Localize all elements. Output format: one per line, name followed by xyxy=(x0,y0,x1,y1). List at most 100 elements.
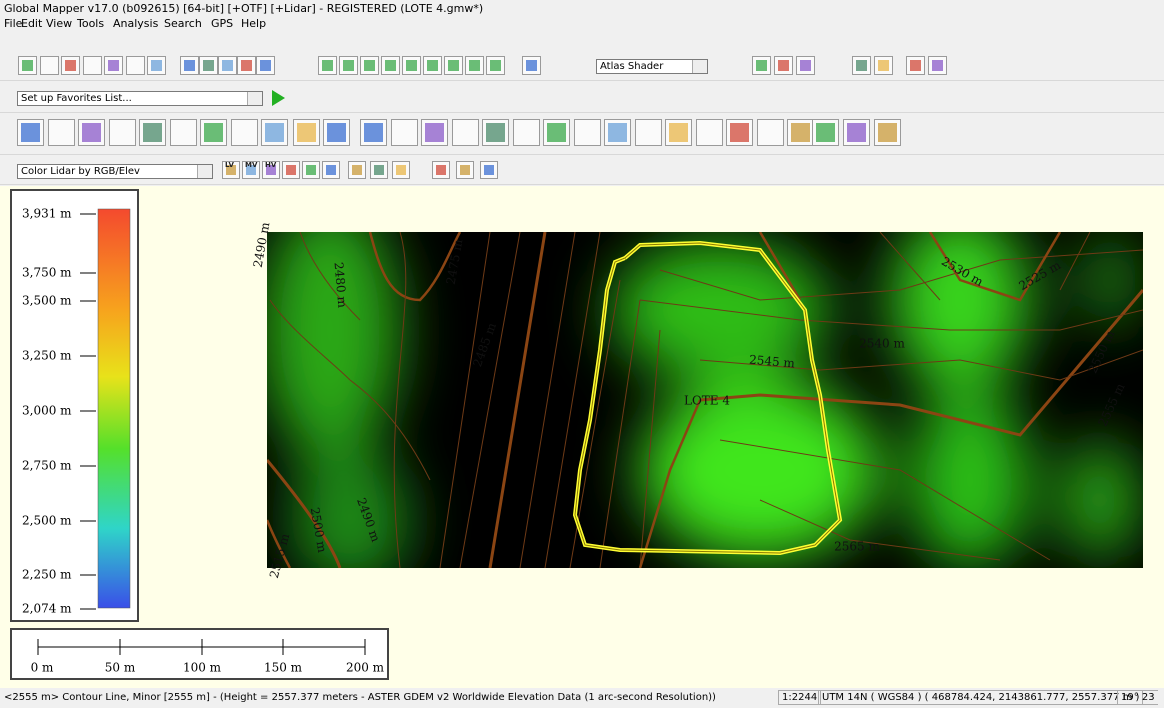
feature-label[interactable]: LOTE 4 xyxy=(684,394,730,408)
tool-button[interactable] xyxy=(262,161,280,179)
tool-button[interactable] xyxy=(125,56,145,75)
contour-line[interactable] xyxy=(267,459,342,568)
menu-item[interactable]: File xyxy=(4,17,23,30)
tool-button[interactable] xyxy=(604,119,631,146)
tool-button[interactable] xyxy=(843,119,870,146)
tool-button[interactable] xyxy=(17,119,44,146)
tool-button[interactable] xyxy=(218,56,237,75)
contour-line[interactable] xyxy=(267,519,292,568)
tool-button[interactable] xyxy=(665,119,692,146)
tool-button[interactable] xyxy=(432,161,450,179)
tool-button[interactable] xyxy=(18,56,37,75)
tool-button[interactable] xyxy=(360,56,379,75)
play-button[interactable] xyxy=(272,90,285,106)
tool-button[interactable] xyxy=(293,119,320,146)
tool-button[interactable] xyxy=(634,119,662,146)
tool-button[interactable] xyxy=(199,56,218,75)
menu-item[interactable]: Edit xyxy=(21,17,43,30)
tool-button[interactable] xyxy=(242,161,260,179)
contour-line[interactable] xyxy=(488,232,547,568)
tool-button[interactable] xyxy=(39,56,59,75)
tool-button[interactable] xyxy=(61,56,80,75)
tool-button[interactable] xyxy=(522,56,541,75)
tool-button[interactable] xyxy=(318,56,337,75)
contour-line[interactable] xyxy=(638,399,702,568)
tool-button[interactable] xyxy=(180,56,199,75)
tool-button[interactable] xyxy=(322,161,340,179)
tool-button[interactable] xyxy=(108,119,136,146)
contour-line[interactable] xyxy=(699,289,1143,437)
tool-button[interactable] xyxy=(256,56,275,75)
tool-button[interactable] xyxy=(480,161,498,179)
tool-button[interactable] xyxy=(752,56,771,75)
menu-item[interactable]: GPS xyxy=(211,17,234,30)
tool-button[interactable] xyxy=(465,56,484,75)
tool-button[interactable] xyxy=(390,119,418,146)
lidar-dropdown[interactable]: Color Lidar by RGB/Elev xyxy=(17,164,213,179)
contour-line[interactable] xyxy=(928,232,1062,302)
contour-line[interactable] xyxy=(1059,232,1091,291)
contour-line[interactable] xyxy=(758,232,802,301)
contour-line[interactable] xyxy=(368,232,462,302)
menu-item[interactable]: View xyxy=(46,17,73,30)
favorites-dropdown[interactable]: Set up Favorites List... xyxy=(17,91,263,106)
contour-line[interactable] xyxy=(639,329,661,568)
contour-line[interactable] xyxy=(719,439,1051,561)
tool-button[interactable] xyxy=(421,119,448,146)
tool-button[interactable] xyxy=(47,119,75,146)
tool-button[interactable] xyxy=(456,161,474,179)
tool-button[interactable] xyxy=(282,161,300,179)
tool-button[interactable] xyxy=(402,56,421,75)
contour-line[interactable] xyxy=(659,249,1143,301)
tool-button[interactable] xyxy=(222,161,240,179)
menu-item[interactable]: Search xyxy=(164,17,202,30)
contour-line[interactable] xyxy=(459,232,521,568)
tool-button[interactable] xyxy=(756,119,784,146)
contour-line[interactable] xyxy=(544,232,601,568)
tool-button[interactable] xyxy=(512,119,540,146)
tool-button[interactable] xyxy=(906,56,925,75)
tool-button[interactable] xyxy=(348,161,366,179)
contour-line[interactable] xyxy=(439,232,491,568)
tool-button[interactable] xyxy=(78,119,105,146)
menu-item[interactable]: Analysis xyxy=(113,17,159,30)
contour-line[interactable] xyxy=(639,299,1143,331)
tool-button[interactable] xyxy=(787,119,814,146)
tool-button[interactable] xyxy=(392,161,410,179)
tool-button[interactable] xyxy=(573,119,601,146)
contour-line[interactable] xyxy=(879,232,941,301)
contour-line[interactable] xyxy=(699,349,1143,381)
menu-item[interactable]: Tools xyxy=(77,17,105,30)
tool-button[interactable] xyxy=(82,56,102,75)
tool-button[interactable] xyxy=(237,56,256,75)
tool-button[interactable] xyxy=(928,56,947,75)
tool-button[interactable] xyxy=(200,119,227,146)
contour-line[interactable] xyxy=(393,232,407,568)
tool-button[interactable] xyxy=(169,119,197,146)
contour-line[interactable] xyxy=(519,232,576,568)
tool-button[interactable] xyxy=(360,119,387,146)
contour-line[interactable] xyxy=(299,232,361,321)
contour-line[interactable] xyxy=(269,299,431,481)
tool-button[interactable] xyxy=(147,56,166,75)
tool-button[interactable] xyxy=(323,119,350,146)
shader-dropdown[interactable]: Atlas Shader xyxy=(596,59,708,74)
tool-button[interactable] xyxy=(139,119,166,146)
tool-button[interactable] xyxy=(423,56,442,75)
tool-button[interactable] xyxy=(482,119,509,146)
tool-button[interactable] xyxy=(486,56,505,75)
tool-button[interactable] xyxy=(812,119,839,146)
tool-button[interactable] xyxy=(695,119,723,146)
tool-button[interactable] xyxy=(444,56,463,75)
contour-line[interactable] xyxy=(759,499,1001,561)
tool-button[interactable] xyxy=(451,119,479,146)
tool-button[interactable] xyxy=(852,56,871,75)
tool-button[interactable] xyxy=(230,119,258,146)
tool-button[interactable] xyxy=(261,119,288,146)
tool-button[interactable] xyxy=(774,56,793,75)
menu-item[interactable]: Help xyxy=(241,17,267,30)
tool-button[interactable] xyxy=(874,56,893,75)
tool-button[interactable] xyxy=(796,56,815,75)
tool-button[interactable] xyxy=(874,119,901,146)
tool-button[interactable] xyxy=(339,56,358,75)
